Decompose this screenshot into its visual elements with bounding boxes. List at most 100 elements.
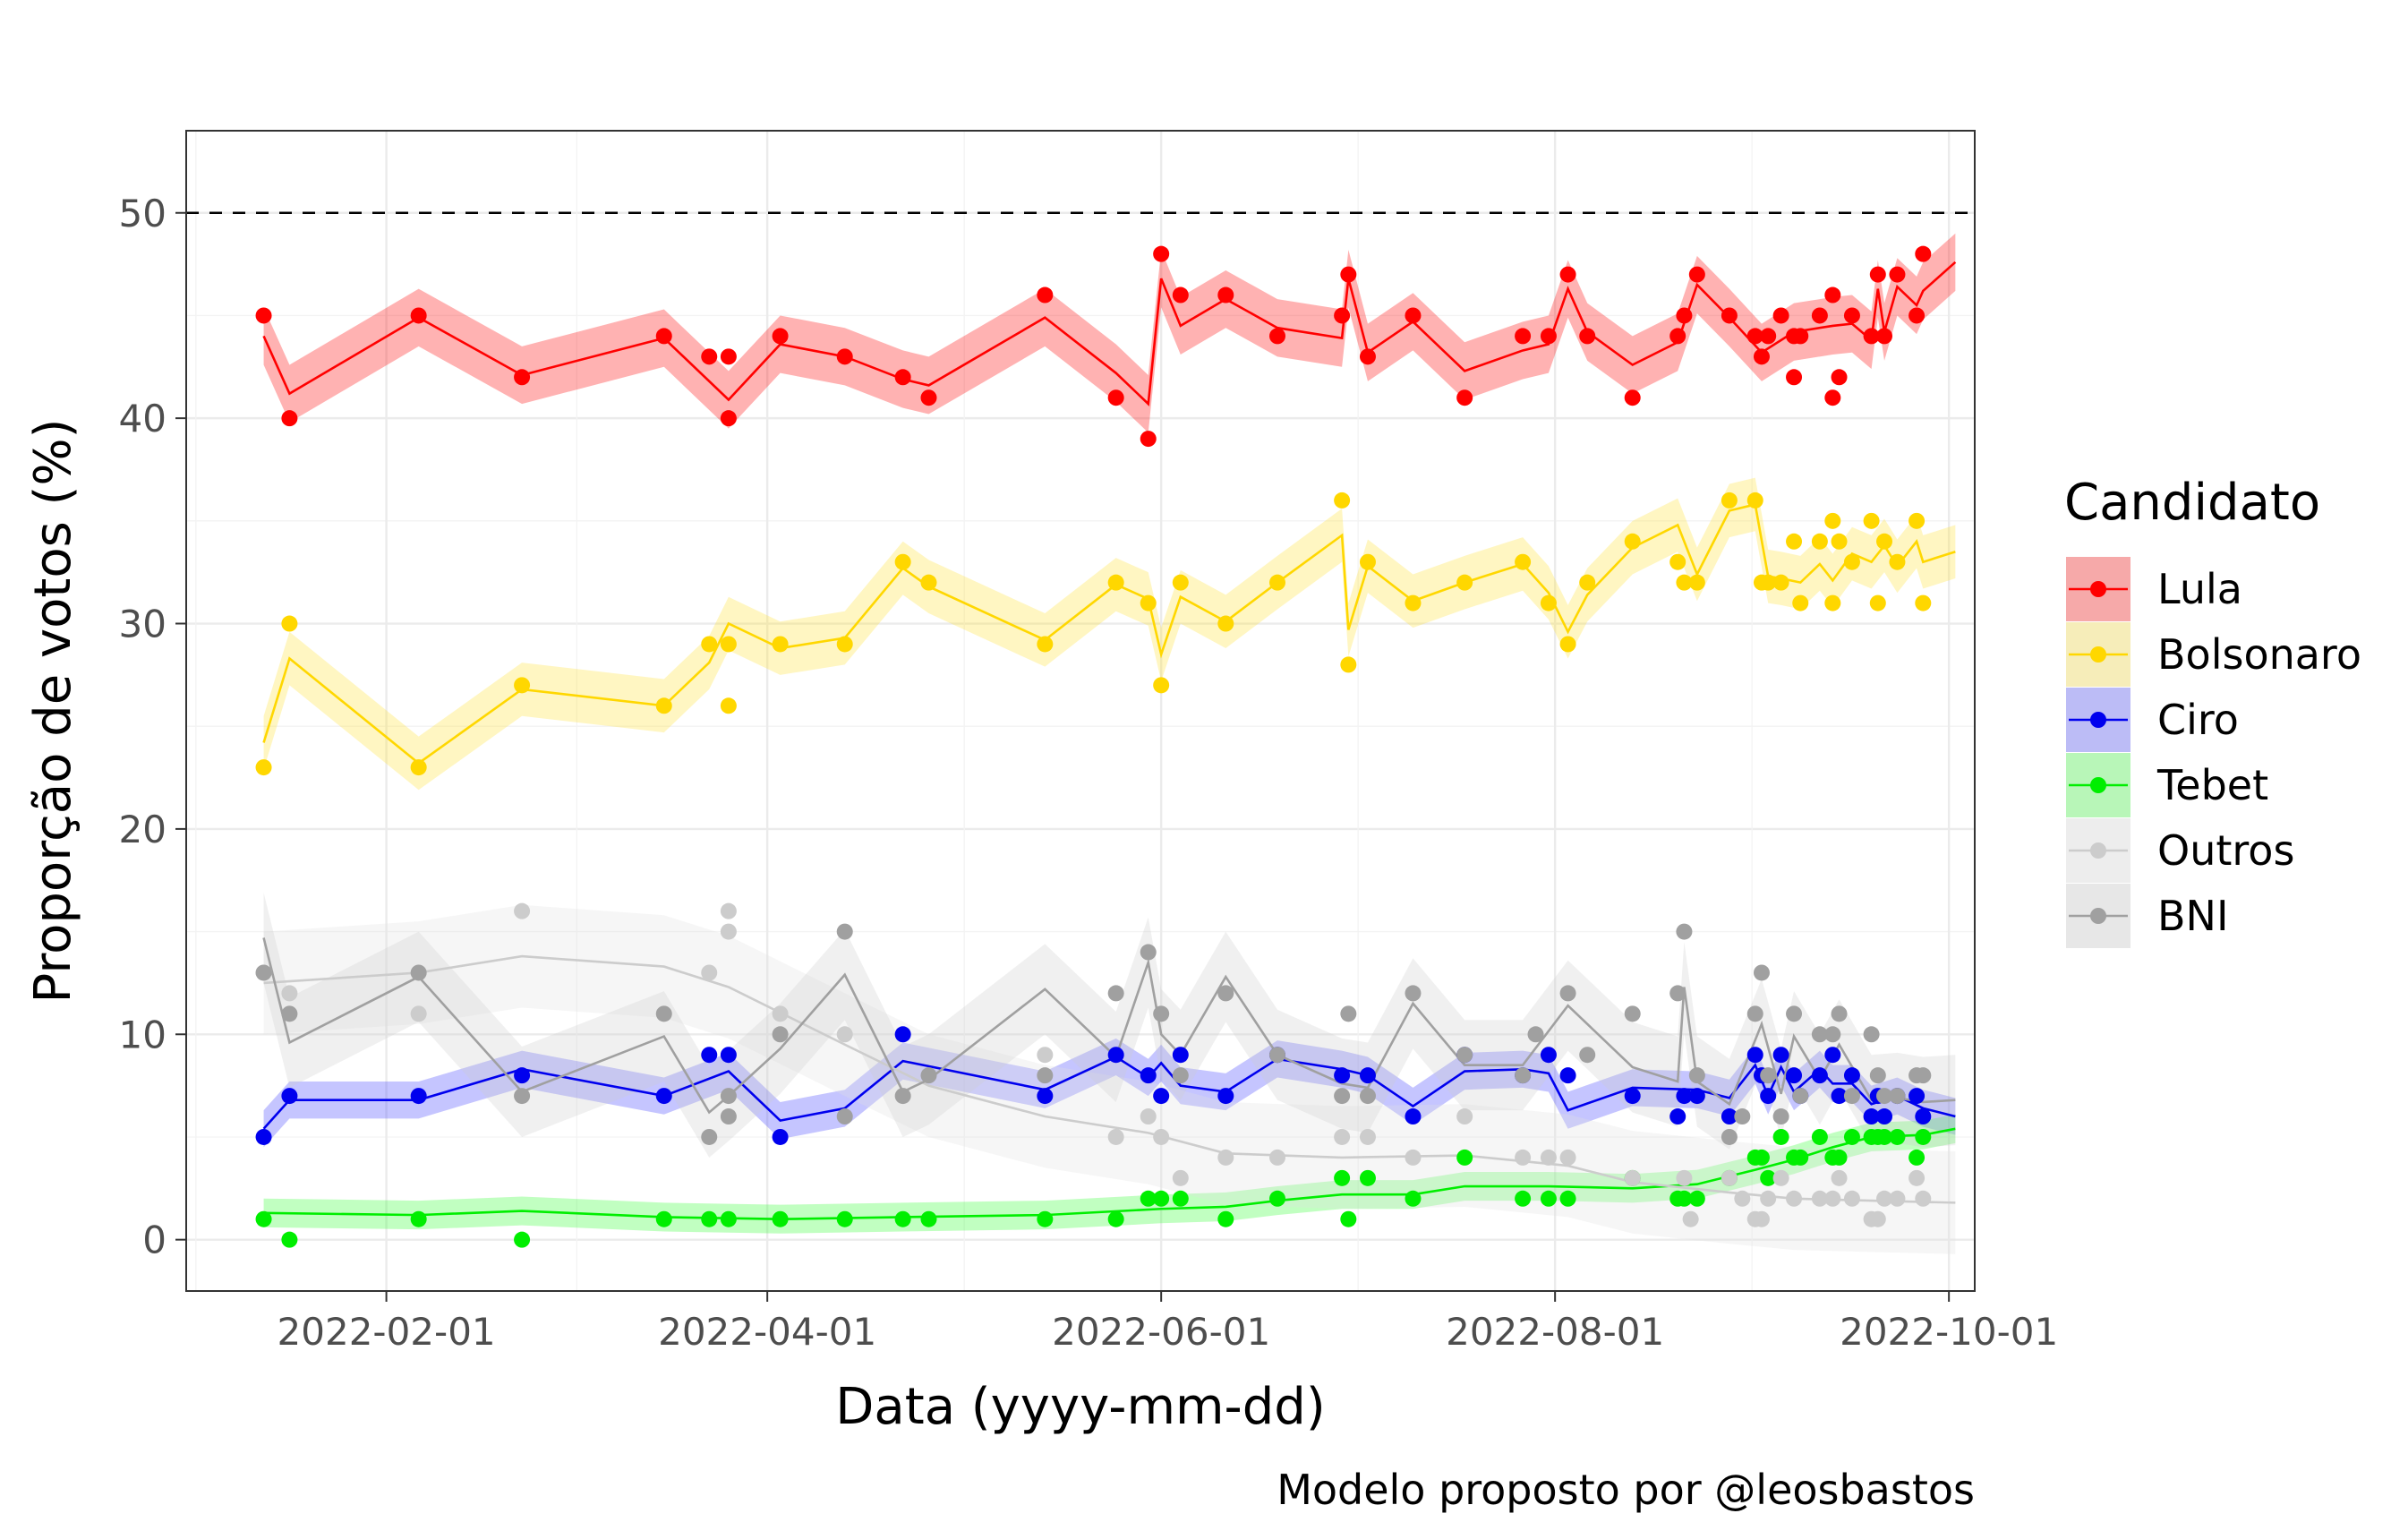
bolsonaro-point xyxy=(1688,574,1705,591)
bni-point xyxy=(1359,1088,1376,1105)
bolsonaro-point xyxy=(1140,594,1157,611)
lula-point xyxy=(1772,307,1789,324)
bni-point xyxy=(514,1088,531,1105)
outros-point xyxy=(1676,1169,1693,1186)
bolsonaro-point xyxy=(1876,533,1893,550)
outros-point xyxy=(1153,1128,1170,1145)
tebet-point xyxy=(514,1231,531,1248)
legend-title: Candidato xyxy=(2064,474,2320,532)
outros-point xyxy=(1037,1047,1054,1064)
bolsonaro-point xyxy=(1915,594,1932,611)
bni-band xyxy=(263,893,1956,1158)
lula-point xyxy=(1688,266,1705,283)
tebet-point xyxy=(894,1210,911,1227)
bni-point xyxy=(1334,1088,1351,1105)
bni-point xyxy=(1217,985,1234,1002)
outros-point xyxy=(1908,1169,1926,1186)
bni-point xyxy=(1559,985,1576,1002)
y-tick-label: 50 xyxy=(119,192,167,235)
lula-point xyxy=(1876,328,1893,345)
bolsonaro-point xyxy=(1889,553,1906,570)
ciro-point xyxy=(1153,1088,1170,1105)
y-tick-label: 0 xyxy=(142,1218,167,1262)
outros-point xyxy=(1456,1108,1473,1125)
tebet-point xyxy=(1915,1128,1932,1145)
bolsonaro-point xyxy=(1456,574,1473,591)
legend-key-bni xyxy=(2066,884,2130,948)
bolsonaro-point xyxy=(920,574,937,591)
bolsonaro-point xyxy=(255,759,272,776)
ciro-point xyxy=(1908,1088,1926,1105)
bni-point xyxy=(1172,1067,1189,1084)
bni-point xyxy=(1268,1047,1285,1064)
ciro-point xyxy=(1688,1088,1705,1105)
bni-point xyxy=(1515,1067,1532,1084)
legend-key-point xyxy=(2090,712,2106,728)
bolsonaro-point xyxy=(1869,594,1886,611)
outros-point xyxy=(1721,1169,1738,1186)
tebet-point xyxy=(1811,1128,1828,1145)
bni-point xyxy=(1340,1005,1357,1022)
lula-point xyxy=(1869,266,1886,283)
bni-point xyxy=(1721,1128,1738,1145)
y-tick-label: 30 xyxy=(119,603,167,646)
bni-point xyxy=(1753,964,1770,981)
bolsonaro-point xyxy=(720,636,737,653)
bolsonaro-point xyxy=(1153,677,1170,694)
outros-band xyxy=(263,904,1956,1254)
lula-point xyxy=(1515,328,1532,345)
bolsonaro-point xyxy=(1792,594,1809,611)
ciro-point xyxy=(1405,1108,1422,1125)
lula-point xyxy=(1456,389,1473,406)
lula-point xyxy=(1268,328,1285,345)
bni-point xyxy=(1824,1026,1841,1043)
lula-point xyxy=(1172,286,1189,304)
outros-point xyxy=(1172,1169,1189,1186)
tebet-point xyxy=(772,1210,789,1227)
tebet-point xyxy=(1153,1190,1170,1207)
legend-label-bni: BNI xyxy=(2157,892,2229,940)
bni-point xyxy=(1869,1067,1886,1084)
tebet-point xyxy=(920,1210,937,1227)
lula-point xyxy=(1908,307,1926,324)
bni-point xyxy=(1153,1005,1170,1022)
bni-point xyxy=(1688,1067,1705,1084)
ciro-point xyxy=(1746,1047,1763,1064)
lula-point xyxy=(410,307,427,324)
x-tick-label: 2022-02-01 xyxy=(278,1310,496,1354)
tebet-point xyxy=(1456,1149,1473,1166)
confidence-bands xyxy=(263,233,1956,1254)
ciro-point xyxy=(1140,1067,1157,1084)
tebet-point xyxy=(1540,1190,1557,1207)
bni-trend-line xyxy=(262,937,1956,1115)
ciro-point xyxy=(1334,1067,1351,1084)
bolsonaro-point xyxy=(1772,574,1789,591)
bni-point xyxy=(772,1026,789,1043)
tebet-point xyxy=(410,1210,427,1227)
legend-label-ciro: Ciro xyxy=(2157,696,2239,744)
ciro-point xyxy=(720,1047,737,1064)
bolsonaro-point xyxy=(1268,574,1285,591)
lula-point xyxy=(1107,389,1124,406)
x-tick-label: 2022-08-01 xyxy=(1446,1310,1664,1354)
bni-point xyxy=(1889,1088,1906,1105)
lula-point xyxy=(1760,328,1777,345)
x-tick-label: 2022-06-01 xyxy=(1052,1310,1270,1354)
tebet-point xyxy=(1405,1190,1422,1207)
bolsonaro-point xyxy=(1172,574,1189,591)
tebet-point xyxy=(1876,1128,1893,1145)
bolsonaro-point xyxy=(1559,636,1576,653)
ciro-point xyxy=(1172,1047,1189,1064)
bni-point xyxy=(1037,1067,1054,1084)
tebet-point xyxy=(1268,1190,1285,1207)
outros-point xyxy=(1140,1108,1157,1125)
bni-point xyxy=(920,1067,937,1084)
bolsonaro-point xyxy=(1669,553,1686,570)
bolsonaro-point xyxy=(1540,594,1557,611)
ciro-point xyxy=(1811,1067,1828,1084)
tebet-point xyxy=(701,1210,718,1227)
lula-point xyxy=(920,389,937,406)
outros-point xyxy=(1876,1190,1893,1207)
bolsonaro-point xyxy=(1760,574,1777,591)
